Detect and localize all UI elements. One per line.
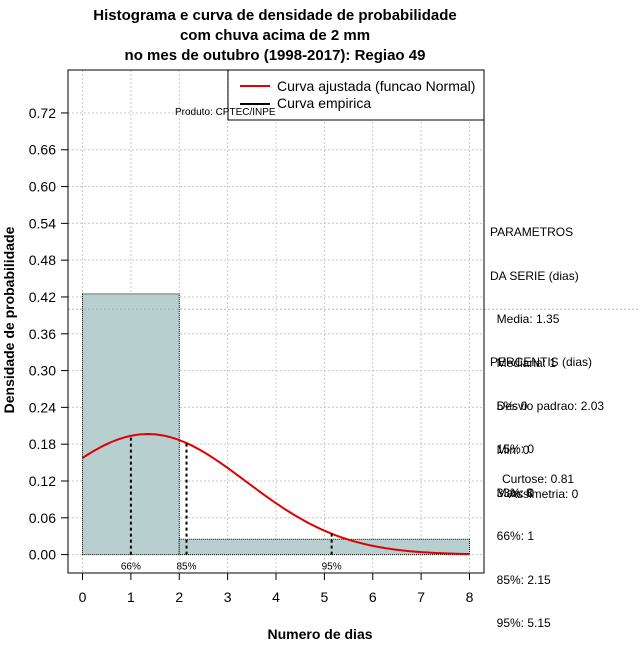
x-tick-label: 6 bbox=[369, 589, 377, 605]
y-tick-label: 0.60 bbox=[29, 179, 56, 195]
params-line: Min: 0 bbox=[490, 442, 530, 457]
chart-title-line-1: Histograma e curva de densidade de proba… bbox=[93, 7, 457, 24]
x-tick-label: 4 bbox=[272, 589, 280, 605]
histogram-bar bbox=[82, 293, 180, 556]
legend-box bbox=[227, 69, 485, 121]
params-heading-1: PARAMETROS bbox=[490, 225, 574, 239]
percentile-marker-label: 95% bbox=[322, 562, 342, 573]
y-tick-label: 0.66 bbox=[29, 142, 56, 158]
legend-label-empirical: Curva empirica bbox=[277, 95, 371, 111]
y-tick-label: 0.72 bbox=[29, 105, 56, 121]
x-tick-label: 3 bbox=[224, 589, 232, 605]
y-tick-label: 0.24 bbox=[29, 399, 56, 415]
legend-label-fit: Curva ajustada (funcao Normal) bbox=[277, 78, 475, 94]
y-tick-label: 0.42 bbox=[29, 289, 56, 305]
legend: Curva ajustada (funcao Normal) Curva emp… bbox=[227, 69, 485, 121]
x-tick-label: 0 bbox=[79, 589, 87, 605]
product-annotation: Produto: CPTEC/INPE bbox=[175, 107, 276, 118]
params-line: Media: 1.35 bbox=[490, 312, 560, 326]
params-heading-2: DA SERIE (dias) bbox=[490, 268, 579, 283]
percentile-marker-label: 85% bbox=[177, 562, 197, 573]
percentis-line: 33%: 0 bbox=[490, 485, 535, 500]
x-tick-label: 5 bbox=[320, 589, 328, 605]
percentile-marker-layer: 66% 85% 95% bbox=[121, 435, 342, 573]
percentis-panel: PERCENTIS (dias) 5%: 0 15%: 0 33%: 0 66%… bbox=[490, 326, 592, 645]
params-line: Max: 8 bbox=[490, 486, 533, 500]
curve-layer bbox=[81, 433, 470, 556]
y-tick-label: 0.12 bbox=[29, 473, 56, 489]
axes-layer: 0 1 2 3 4 5 6 7 8 0.00 0.06 0.12 0.18 0.24 0.30 0.36 0.4… bbox=[29, 105, 474, 605]
y-tick-label: 0.48 bbox=[29, 252, 56, 268]
x-tick-label: 2 bbox=[175, 589, 183, 605]
x-tick-label: 1 bbox=[127, 589, 135, 605]
assimetria-text: Assimetria: 0 bbox=[509, 487, 579, 501]
params-line: Desvio padrao: 2.03 bbox=[490, 399, 605, 413]
percentis-line: 95%: 5.15 bbox=[490, 616, 551, 630]
percentis-line: 85%: 2.15 bbox=[490, 572, 551, 587]
y-tick-label: 0.06 bbox=[29, 510, 56, 526]
percentis-line: 66%: 1 bbox=[490, 529, 535, 543]
x-tick-label: 7 bbox=[417, 589, 425, 605]
x-axis-label: Numero de dias bbox=[267, 626, 372, 642]
params-line: Mediana: 1 bbox=[490, 355, 557, 370]
percentis-line: 5%: 0 bbox=[490, 398, 528, 413]
y-tick-label: 0.36 bbox=[29, 326, 56, 342]
y-tick-label: 0.54 bbox=[29, 215, 56, 231]
percentis-line: 15%: 0 bbox=[490, 442, 535, 456]
chart-title-line-2: com chuva acima de 2 mm bbox=[179, 27, 371, 44]
y-tick-label: 0.00 bbox=[29, 547, 56, 563]
percentile-marker-label: 66% bbox=[121, 562, 141, 573]
y-tick-label: 0.18 bbox=[29, 436, 56, 452]
y-tick-label: 0.30 bbox=[29, 363, 56, 379]
x-tick-label: 8 bbox=[466, 589, 474, 605]
params-panel: PARAMETROS DA SERIE (dias) Media: 1.35 M… bbox=[490, 196, 604, 515]
percentis-heading: PERCENTIS (dias) bbox=[490, 355, 593, 369]
normal-fit-curve bbox=[81, 433, 470, 556]
chart-title-line-3: no mes de outubro (1998-2017): Regiao 49 bbox=[124, 47, 426, 64]
curtose-text: Curtose: 0.81 bbox=[502, 472, 575, 486]
y-axis-label: Densidade de probabilidade bbox=[1, 226, 17, 413]
